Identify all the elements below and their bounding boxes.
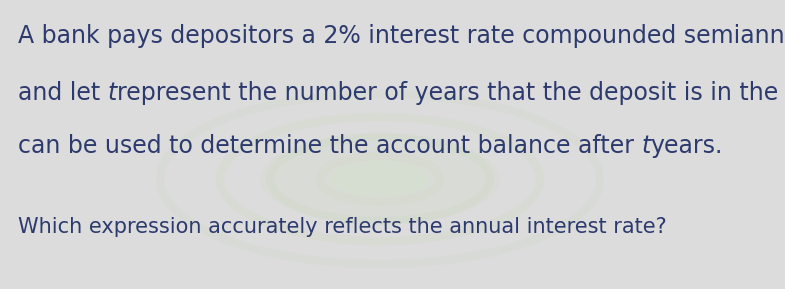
- Text: and let: and let: [18, 81, 108, 105]
- Text: A bank pays depositors a 2% interest rate compounded semiannually. Let P: A bank pays depositors a 2% interest rat…: [18, 24, 785, 48]
- Text: years.: years.: [651, 134, 723, 158]
- Text: represent the number of years that the deposit is in the bank. The ex: represent the number of years that the d…: [117, 81, 785, 105]
- Ellipse shape: [260, 134, 500, 224]
- Text: can be used to determine the account balance after: can be used to determine the account bal…: [18, 134, 641, 158]
- Ellipse shape: [330, 160, 430, 198]
- Text: Which expression accurately reflects the annual interest rate?: Which expression accurately reflects the…: [18, 217, 666, 237]
- Text: t: t: [108, 81, 117, 105]
- Text: t: t: [641, 134, 651, 158]
